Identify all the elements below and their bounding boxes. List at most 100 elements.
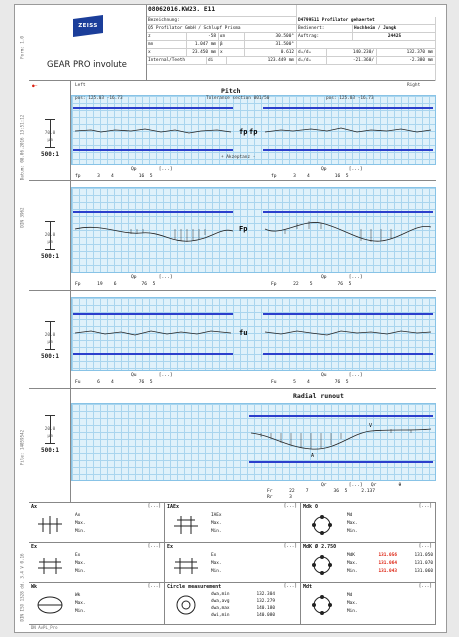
tolerance-line (73, 313, 233, 315)
cell-title: Mdk 0 (303, 504, 319, 510)
part-name: D4799511 Profilator gehaertet (297, 17, 436, 25)
quality-row: Qu [...] (321, 373, 363, 378)
empty (147, 65, 436, 81)
tolerance-line (73, 149, 233, 151)
value: -58 (187, 33, 219, 41)
value-row: fp 3 4 16 5 (271, 174, 349, 179)
order-number: 24425 (353, 33, 436, 41)
cell-title: Ex (167, 544, 174, 550)
scale-value: 20.0 (44, 333, 56, 338)
empty (297, 41, 436, 49)
pitch-trace: fp fp (74, 127, 432, 136)
measured-value: 131.056 (378, 553, 397, 558)
scale-tick (45, 249, 55, 250)
scale-unit: μm (47, 240, 53, 245)
scale-value: 70.0 (44, 131, 56, 136)
value: 140.230/ (327, 49, 377, 57)
svg-text:V: V (369, 423, 372, 429)
value-row: Fr 22 7 36 5 2.137 (267, 489, 376, 494)
logo-area: ZEISS GEAR PRO involute (29, 5, 147, 81)
order-id: 08062016.KW23. E11 (147, 5, 297, 17)
scale-bar (50, 119, 51, 147)
measured-value: 131.064 (378, 561, 397, 566)
measured-value: 140.080 (256, 613, 275, 618)
header-table: 08062016.KW23. E11 Bezeichnung: D4799511… (147, 5, 436, 81)
cell-title: Ex (31, 544, 38, 550)
scale-column: 20.0 μm 500:1 (29, 389, 71, 502)
span-measurement-icon (37, 596, 63, 614)
value: 23.450 mm (187, 49, 219, 57)
row-label: Max. (347, 521, 358, 526)
cell-dots: [...] (418, 504, 432, 509)
row-label: Min. (347, 529, 358, 534)
side-text: Datum: 08.06.2016 13:51:12 (19, 114, 25, 181)
value: 123.449 mm (227, 57, 297, 65)
cell-title: IAEx (167, 504, 180, 510)
scale-value: 20.0 (44, 427, 56, 432)
cumulative-trace: Fp (74, 221, 432, 242)
cell-circle: Circle measurement [...] dwa,min dwa,avg… (165, 583, 301, 625)
scale-ratio: 500:1 (40, 253, 60, 260)
pitch-jump-grid (71, 297, 436, 371)
value-row: Fp 22 5 76 5 (271, 282, 352, 287)
quality-row: Qr [...] Qr θ (321, 483, 402, 488)
quality-row: Qp [...] (131, 167, 173, 172)
label: Auftrag: (297, 33, 353, 41)
label: αn (219, 33, 245, 41)
ball-gear-icon (312, 515, 332, 535)
row-label: MdK (347, 553, 355, 558)
value-row: Fu 5 4 76 5 (271, 380, 349, 385)
product-name: GEAR PRO involute (47, 59, 127, 69)
cell-dots: [...] (418, 544, 432, 549)
row-label: IAEx (211, 513, 222, 518)
side-text: DIN ISO 1328 dd. 3.4 V 0.16 (19, 553, 25, 622)
pitch-jump-trace: fu (74, 329, 432, 337)
report-header: ZEISS GEAR PRO involute 08062016.KW23. E… (29, 5, 436, 81)
measured-value: 132.304 (256, 592, 275, 597)
scale-bar (50, 221, 51, 249)
cell-dots: [...] (147, 584, 161, 589)
value: -2.380 mm (377, 57, 436, 65)
cell-dots: [...] (147, 544, 161, 549)
tolerance-line (263, 149, 433, 151)
scale-ratio: 500:1 (40, 151, 60, 158)
value: 30.500° (245, 33, 297, 41)
cell-title: MdK Ø 2.750 (303, 544, 337, 550)
scale-bar (50, 415, 51, 443)
row-label: Max. (211, 561, 222, 566)
row-label: dwa,avg (211, 599, 230, 604)
tolerance-line (263, 211, 433, 213)
tolerance-line (263, 107, 433, 109)
value-row: Fp 19 6 76 5 (75, 282, 156, 287)
tolerance-line (263, 313, 433, 315)
row-label: Min. (75, 609, 86, 614)
cell-dots: [...] (147, 504, 161, 509)
cell-mdk: Mdk 0 [...] Md Max. Min. (301, 503, 436, 543)
pitch-panel: ●— 70.0 μm 500:1 Left Pitch Right pos: 1… (29, 81, 436, 181)
side-text: Form: 1.0 (19, 36, 25, 59)
cell-ex: Ex [...] Ex Max. Min. (29, 543, 165, 583)
cell-dots: [...] (418, 584, 432, 589)
quality-row: Qp [...] (321, 275, 363, 280)
scale-column: 20.0 μm 500:1 (29, 181, 71, 290)
tolerance-line (263, 353, 433, 355)
right-flank-label: Right (407, 83, 421, 88)
circle-measurement-icon (176, 595, 196, 615)
value: 31.500° (245, 41, 297, 49)
value-row: Fu 6 4 76 5 (75, 380, 153, 385)
radial-trace: A V (250, 423, 432, 459)
row-label: Min. (211, 529, 222, 534)
side-text: DIN 3962 (19, 207, 25, 228)
label: x (219, 49, 245, 57)
scale-unit: μm (47, 434, 53, 439)
row-label: dwa,min (211, 592, 230, 597)
tolerance-line (249, 415, 433, 417)
row-label: Min. (211, 569, 222, 574)
tooth-thickness-icon (174, 558, 198, 574)
cumulative-pitch-panel: 20.0 μm 500:1 Fp Qp (29, 181, 436, 291)
svg-text:Fp: Fp (239, 225, 247, 233)
zeiss-logo: ZEISS (73, 15, 103, 37)
cell-mdt: Mdt [...] Md Max. Min. (301, 583, 436, 625)
row-label: Md (347, 593, 353, 598)
label: di (207, 57, 227, 65)
